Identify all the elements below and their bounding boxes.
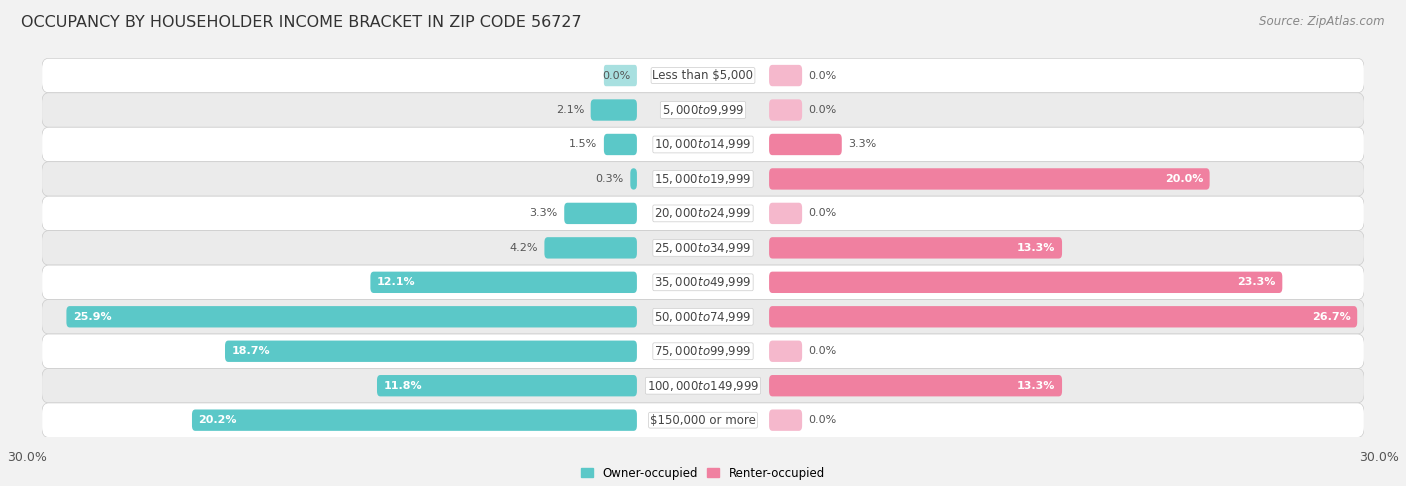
FancyBboxPatch shape [42, 265, 1364, 299]
FancyBboxPatch shape [377, 375, 637, 397]
FancyBboxPatch shape [544, 237, 637, 259]
Text: $10,000 to $14,999: $10,000 to $14,999 [654, 138, 752, 152]
FancyBboxPatch shape [769, 134, 842, 155]
Text: 30.0%: 30.0% [7, 451, 46, 464]
Text: 0.0%: 0.0% [808, 105, 837, 115]
FancyBboxPatch shape [769, 65, 801, 86]
FancyBboxPatch shape [66, 306, 637, 328]
Text: 3.3%: 3.3% [530, 208, 558, 218]
Text: $15,000 to $19,999: $15,000 to $19,999 [654, 172, 752, 186]
Text: 18.7%: 18.7% [232, 346, 270, 356]
Text: OCCUPANCY BY HOUSEHOLDER INCOME BRACKET IN ZIP CODE 56727: OCCUPANCY BY HOUSEHOLDER INCOME BRACKET … [21, 15, 582, 30]
FancyBboxPatch shape [605, 65, 637, 86]
FancyBboxPatch shape [42, 334, 1364, 368]
Text: $100,000 to $149,999: $100,000 to $149,999 [647, 379, 759, 393]
Text: $25,000 to $34,999: $25,000 to $34,999 [654, 241, 752, 255]
FancyBboxPatch shape [605, 134, 637, 155]
FancyBboxPatch shape [769, 99, 801, 121]
Text: 0.0%: 0.0% [808, 346, 837, 356]
Text: 4.2%: 4.2% [509, 243, 537, 253]
Text: 11.8%: 11.8% [384, 381, 422, 391]
FancyBboxPatch shape [42, 127, 1364, 162]
Text: 0.0%: 0.0% [808, 70, 837, 81]
FancyBboxPatch shape [769, 375, 1062, 397]
Legend: Owner-occupied, Renter-occupied: Owner-occupied, Renter-occupied [576, 462, 830, 485]
Text: 3.3%: 3.3% [848, 139, 876, 150]
Text: $5,000 to $9,999: $5,000 to $9,999 [662, 103, 744, 117]
FancyBboxPatch shape [225, 341, 637, 362]
Text: $35,000 to $49,999: $35,000 to $49,999 [654, 276, 752, 289]
FancyBboxPatch shape [42, 196, 1364, 231]
FancyBboxPatch shape [769, 341, 801, 362]
FancyBboxPatch shape [370, 272, 637, 293]
FancyBboxPatch shape [193, 410, 637, 431]
Text: 2.1%: 2.1% [555, 105, 583, 115]
FancyBboxPatch shape [42, 368, 1364, 403]
FancyBboxPatch shape [42, 231, 1364, 265]
Text: $75,000 to $99,999: $75,000 to $99,999 [654, 344, 752, 358]
FancyBboxPatch shape [769, 168, 1209, 190]
Text: 13.3%: 13.3% [1017, 381, 1056, 391]
FancyBboxPatch shape [42, 299, 1364, 334]
FancyBboxPatch shape [42, 403, 1364, 437]
FancyBboxPatch shape [42, 93, 1364, 127]
Text: $150,000 or more: $150,000 or more [650, 414, 756, 427]
Text: 20.0%: 20.0% [1164, 174, 1204, 184]
FancyBboxPatch shape [42, 58, 1364, 93]
FancyBboxPatch shape [564, 203, 637, 224]
FancyBboxPatch shape [769, 203, 801, 224]
FancyBboxPatch shape [630, 168, 637, 190]
Text: 12.1%: 12.1% [377, 278, 416, 287]
FancyBboxPatch shape [42, 162, 1364, 196]
Text: $50,000 to $74,999: $50,000 to $74,999 [654, 310, 752, 324]
Text: 25.9%: 25.9% [73, 312, 111, 322]
Text: 0.3%: 0.3% [596, 174, 624, 184]
Text: 0.0%: 0.0% [808, 208, 837, 218]
FancyBboxPatch shape [591, 99, 637, 121]
FancyBboxPatch shape [769, 272, 1282, 293]
Text: 20.2%: 20.2% [198, 415, 238, 425]
FancyBboxPatch shape [769, 410, 801, 431]
Text: $20,000 to $24,999: $20,000 to $24,999 [654, 207, 752, 220]
Text: 13.3%: 13.3% [1017, 243, 1056, 253]
Text: 30.0%: 30.0% [1360, 451, 1399, 464]
Text: 23.3%: 23.3% [1237, 278, 1275, 287]
Text: Source: ZipAtlas.com: Source: ZipAtlas.com [1260, 15, 1385, 28]
Text: Less than $5,000: Less than $5,000 [652, 69, 754, 82]
Text: 0.0%: 0.0% [808, 415, 837, 425]
FancyBboxPatch shape [769, 306, 1357, 328]
Text: 1.5%: 1.5% [569, 139, 598, 150]
Text: 0.0%: 0.0% [602, 70, 630, 81]
Text: 26.7%: 26.7% [1312, 312, 1351, 322]
FancyBboxPatch shape [769, 237, 1062, 259]
